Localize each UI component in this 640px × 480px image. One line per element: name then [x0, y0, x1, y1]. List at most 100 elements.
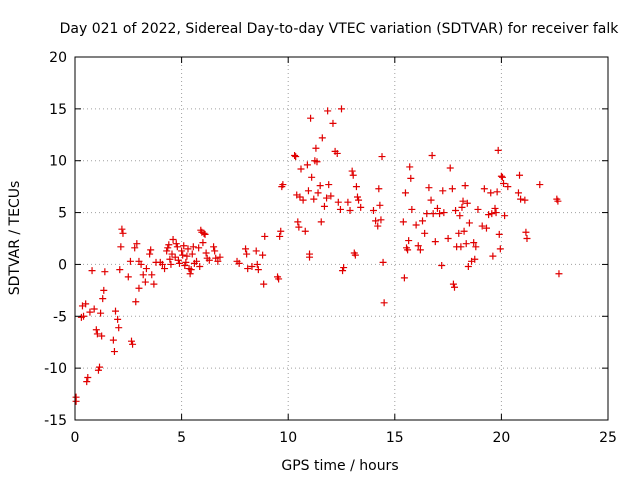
data-point	[97, 309, 105, 317]
data-point	[131, 244, 139, 252]
data-point	[517, 195, 525, 203]
data-point	[536, 181, 544, 189]
data-point	[320, 202, 328, 210]
data-point	[306, 253, 314, 261]
data-point	[419, 217, 427, 225]
data-point	[200, 229, 208, 237]
data-point	[450, 283, 458, 291]
data-point	[462, 240, 470, 248]
data-point	[137, 260, 145, 268]
data-point	[124, 273, 132, 281]
x-axis-title: GPS time / hours	[281, 458, 398, 474]
data-point	[463, 199, 471, 207]
data-point	[174, 256, 182, 264]
data-point	[333, 149, 341, 157]
data-point	[495, 230, 503, 238]
data-point	[214, 257, 222, 265]
data-point	[436, 210, 444, 218]
y-tick-label: -15	[44, 413, 67, 429]
data-point	[99, 295, 107, 303]
data-point	[414, 242, 422, 250]
y-tick-label: 10	[49, 154, 67, 170]
data-point	[201, 230, 209, 238]
x-tick-label: 0	[71, 430, 80, 446]
data-point	[489, 252, 497, 260]
data-point	[425, 184, 433, 192]
data-point	[254, 266, 262, 274]
data-point	[186, 270, 194, 278]
data-point	[129, 340, 137, 348]
data-point	[169, 236, 177, 244]
data-point	[416, 246, 424, 254]
data-point	[491, 204, 499, 212]
data-point	[352, 183, 360, 191]
data-point	[314, 189, 322, 197]
data-point	[423, 210, 431, 218]
data-point	[308, 173, 316, 181]
data-point	[456, 212, 464, 220]
data-point	[412, 221, 420, 229]
data-point	[175, 259, 183, 267]
data-point	[116, 266, 124, 274]
data-point	[439, 187, 447, 195]
data-point	[457, 243, 465, 251]
data-point	[310, 195, 318, 203]
data-point	[323, 194, 331, 202]
data-point	[216, 253, 224, 261]
data-point	[355, 196, 363, 204]
data-point	[372, 217, 380, 225]
plot-frame	[74, 56, 609, 421]
data-point	[344, 198, 352, 206]
data-point	[446, 164, 454, 172]
data-point	[555, 270, 563, 278]
data-point	[210, 243, 218, 251]
data-point	[351, 251, 359, 259]
data-point	[487, 189, 495, 197]
data-point	[357, 203, 365, 211]
data-point	[291, 152, 299, 160]
data-point	[173, 243, 181, 251]
data-point	[163, 247, 171, 255]
data-point	[110, 348, 118, 356]
data-point	[433, 204, 441, 212]
data-point	[98, 332, 106, 340]
data-point	[248, 263, 256, 271]
data-point	[297, 165, 305, 173]
data-point	[90, 305, 98, 313]
data-point	[166, 255, 174, 263]
data-point	[346, 206, 354, 214]
data-point	[180, 242, 188, 250]
data-point	[470, 239, 478, 247]
data-point	[334, 198, 342, 206]
data-point	[211, 247, 219, 255]
data-point	[478, 222, 486, 230]
data-point	[112, 307, 120, 315]
y-tick-label: 20	[49, 50, 67, 66]
grid-lines	[75, 57, 608, 420]
data-point	[94, 366, 102, 374]
data-point	[253, 260, 261, 268]
data-point	[260, 280, 268, 288]
data-point	[427, 196, 435, 204]
data-point	[449, 280, 457, 288]
data-point	[472, 243, 480, 251]
data-point	[92, 326, 100, 334]
data-point	[296, 193, 304, 201]
data-point	[88, 267, 96, 275]
data-points	[72, 105, 563, 405]
data-point	[184, 245, 192, 253]
data-point	[146, 250, 154, 258]
data-point	[259, 251, 267, 259]
data-point	[421, 229, 429, 237]
data-point	[461, 182, 469, 190]
data-point	[188, 250, 196, 258]
data-point	[83, 378, 91, 386]
data-point	[279, 181, 287, 189]
data-point	[429, 210, 437, 218]
data-point	[252, 247, 260, 255]
data-point	[504, 183, 512, 191]
data-point	[400, 274, 408, 282]
data-point	[455, 229, 463, 237]
data-point	[482, 224, 490, 232]
data-point	[522, 228, 530, 236]
